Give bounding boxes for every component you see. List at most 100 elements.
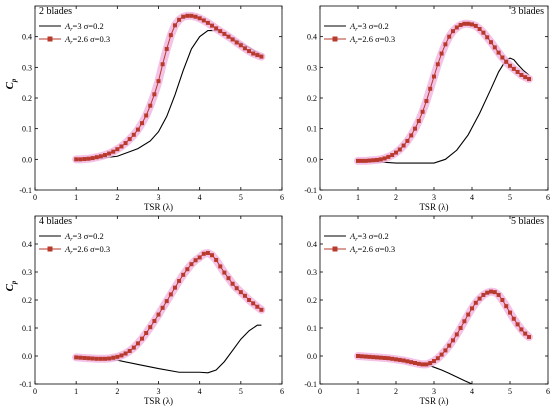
data-point-marker	[160, 62, 165, 67]
data-point-marker	[189, 262, 194, 267]
data-point-marker	[443, 42, 448, 47]
data-point-marker	[428, 361, 433, 365]
y-tick-label: 0.0	[22, 155, 32, 164]
data-point-marker	[435, 62, 440, 67]
data-point-marker	[447, 34, 452, 39]
data-point-marker	[466, 21, 471, 26]
data-point-marker	[189, 13, 194, 18]
x-tick-label: 3	[157, 193, 161, 202]
data-point-marker	[523, 331, 528, 336]
data-point-marker	[251, 51, 256, 56]
x-tick-label: 4	[198, 193, 202, 202]
data-point-marker	[397, 357, 402, 362]
legend-swatch-marker	[47, 246, 53, 252]
legend-label: Ar=3 σ=0.2	[64, 231, 104, 243]
y-tick-label: 0.3	[307, 63, 317, 72]
data-point-marker	[135, 341, 140, 346]
y-tick-label: 0.3	[22, 268, 32, 277]
data-point-marker	[259, 54, 264, 59]
data-point-marker	[492, 45, 497, 50]
x-tick-label: 2	[115, 193, 119, 202]
chart-panel-1: 0 1 2 3 4 5 6 -0.1 0.0 0.1 0.2 0.3 0.4 TSR (λ) Cp 2 bla…	[4, 5, 284, 212]
data-point-marker	[363, 354, 368, 359]
data-point-marker	[111, 355, 116, 360]
legend-swatch-marker	[47, 36, 53, 42]
data-point-marker	[470, 22, 474, 27]
y-tick-label: 0.4	[22, 33, 32, 42]
x-tick-label: 5	[239, 193, 243, 202]
data-point-marker	[86, 156, 91, 161]
data-point-marker	[172, 23, 177, 28]
data-point-marker	[515, 322, 520, 327]
legend-label: Ar=3 σ=0.2	[349, 231, 389, 243]
data-point-marker	[177, 278, 182, 283]
series-line-ar26	[76, 252, 262, 360]
data-point-marker	[205, 250, 210, 255]
data-point-marker	[144, 331, 149, 336]
data-point-marker	[359, 158, 364, 163]
data-point-marker	[367, 158, 372, 163]
y-tick-label: -0.1	[304, 186, 317, 195]
data-point-marker	[222, 31, 227, 36]
data-point-marker	[401, 358, 406, 363]
legend-label: Ar=3 σ=0.2	[64, 21, 104, 33]
data-point-marker	[439, 51, 444, 56]
data-point-marker	[416, 361, 421, 366]
data-point-marker	[527, 334, 531, 339]
data-point-marker	[375, 157, 379, 162]
data-point-marker	[218, 264, 223, 269]
data-point-marker	[98, 356, 103, 361]
data-point-marker	[409, 133, 414, 138]
y-tick-label: -0.1	[304, 380, 317, 389]
data-point-marker	[477, 296, 482, 301]
data-point-marker	[504, 304, 509, 309]
y-tick-label: 0.0	[307, 155, 317, 164]
plot-area	[354, 287, 533, 384]
data-point-marker	[234, 286, 239, 291]
x-tick-label: 6	[280, 387, 284, 396]
x-tick-label: 3	[432, 193, 436, 202]
data-point-marker	[156, 79, 161, 84]
legend-label: Ar=2.6 σ=0.3	[64, 244, 110, 256]
data-point-marker	[375, 355, 379, 360]
y-tick-label: 0.1	[22, 125, 32, 134]
data-point-marker	[363, 158, 368, 163]
data-point-marker	[201, 18, 206, 23]
data-point-marker	[168, 33, 173, 38]
series-line-ar3	[76, 324, 262, 374]
y-tick-label: 0.0	[22, 352, 32, 361]
data-point-marker	[458, 23, 463, 28]
data-point-marker	[259, 307, 264, 312]
x-axis-label: TSR (λ)	[144, 202, 173, 212]
series-line-ar3	[357, 57, 530, 164]
data-point-marker	[523, 75, 528, 80]
data-point-marker	[409, 360, 414, 365]
data-point-marker	[432, 74, 436, 79]
data-point-marker	[462, 21, 467, 26]
y-tick-label: 0.2	[307, 296, 317, 305]
data-point-marker	[242, 46, 247, 51]
chart-panel-2: 0 1 2 3 4 5 6 -0.1 0.0 0.1 0.2 0.3 0.4 TSR (λ) 3 blade…	[304, 5, 550, 212]
data-point-marker	[420, 362, 425, 367]
y-axis-label: Cp	[4, 78, 18, 89]
data-point-marker	[210, 23, 215, 28]
x-tick-label: 3	[157, 387, 161, 396]
x-tick-label: 0	[318, 387, 322, 396]
y-tick-label: 0.2	[22, 296, 32, 305]
data-point-marker	[78, 157, 83, 162]
data-point-marker	[197, 255, 202, 260]
legend-label: Ar=2.6 σ=0.3	[64, 34, 110, 46]
data-point-marker	[394, 357, 398, 362]
x-tick-label: 2	[115, 387, 119, 396]
data-point-marker	[90, 356, 95, 361]
data-point-marker	[238, 43, 243, 48]
x-tick-label: 2	[394, 193, 398, 202]
y-tick-label: 0.1	[307, 324, 317, 333]
data-point-marker	[107, 356, 112, 361]
data-point-marker	[123, 351, 128, 356]
data-point-marker	[205, 20, 210, 25]
x-axis-label: TSR (λ)	[419, 396, 448, 406]
data-point-marker	[238, 290, 243, 295]
x-axis-label: TSR (λ)	[419, 202, 448, 212]
